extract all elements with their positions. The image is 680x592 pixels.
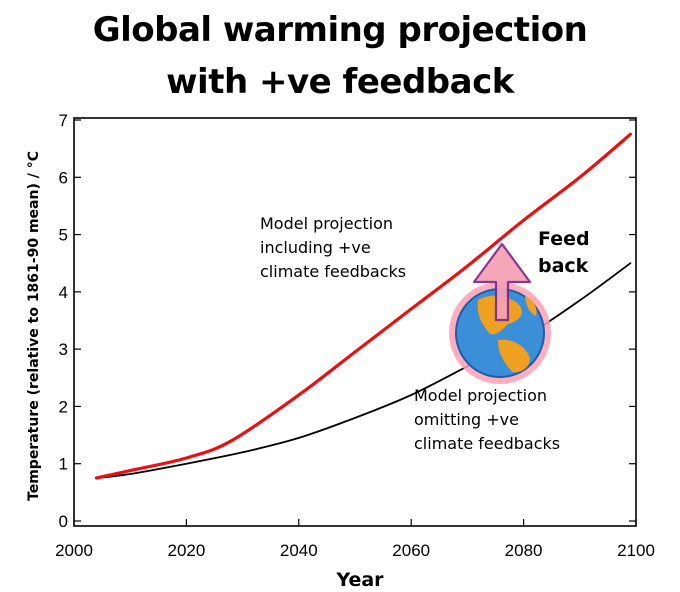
y-axis-label: Temperature (relative to 1861-90 mean) /… — [26, 151, 42, 501]
annotation-lower-line1: Model projection — [414, 386, 547, 405]
y-tick-label: 4 — [59, 283, 68, 302]
y-tick-label: 7 — [59, 111, 68, 130]
x-tick-label: 2080 — [505, 541, 543, 560]
plot-frame — [73, 117, 637, 527]
y-tick-label: 5 — [59, 226, 68, 245]
annotation-lower-line2: omitting +ve — [414, 410, 519, 429]
up-arrow-icon — [472, 242, 532, 322]
annotation-upper-line3: climate feedbacks — [260, 262, 406, 281]
y-tick-label: 2 — [59, 397, 68, 416]
x-tick-label: 2060 — [392, 541, 430, 560]
x-tick-label: 2020 — [167, 541, 205, 560]
x-tick-label: 2100 — [617, 541, 655, 560]
y-tick-label: 1 — [59, 455, 68, 474]
chart-title-line1: Global warming projection — [92, 10, 588, 50]
x-axis-label: Year — [335, 569, 384, 591]
x-axis-ticks: 2000 2020 2040 2060 2080 2100 — [55, 519, 655, 560]
annotation-upper-line2: including +ve — [260, 238, 371, 257]
series-group — [94, 132, 632, 480]
chart-title-line2: with +ve feedback — [166, 62, 514, 102]
y-tick-label: 3 — [59, 340, 68, 359]
y-tick-label: 6 — [59, 168, 68, 187]
series-line-with-feedback — [94, 132, 632, 480]
y-tick-label: 0 — [59, 512, 68, 531]
feedback-label-line1: Feed — [538, 228, 590, 250]
y-axis-ticks: 0 1 2 3 4 5 6 7 — [59, 111, 636, 531]
x-tick-label: 2040 — [280, 541, 318, 560]
x-tick-label: 2000 — [55, 541, 93, 560]
annotation-lower-line3: climate feedbacks — [414, 434, 560, 453]
feedback-label-line2: back — [538, 255, 589, 277]
annotation-upper-line1: Model projection — [260, 214, 393, 233]
